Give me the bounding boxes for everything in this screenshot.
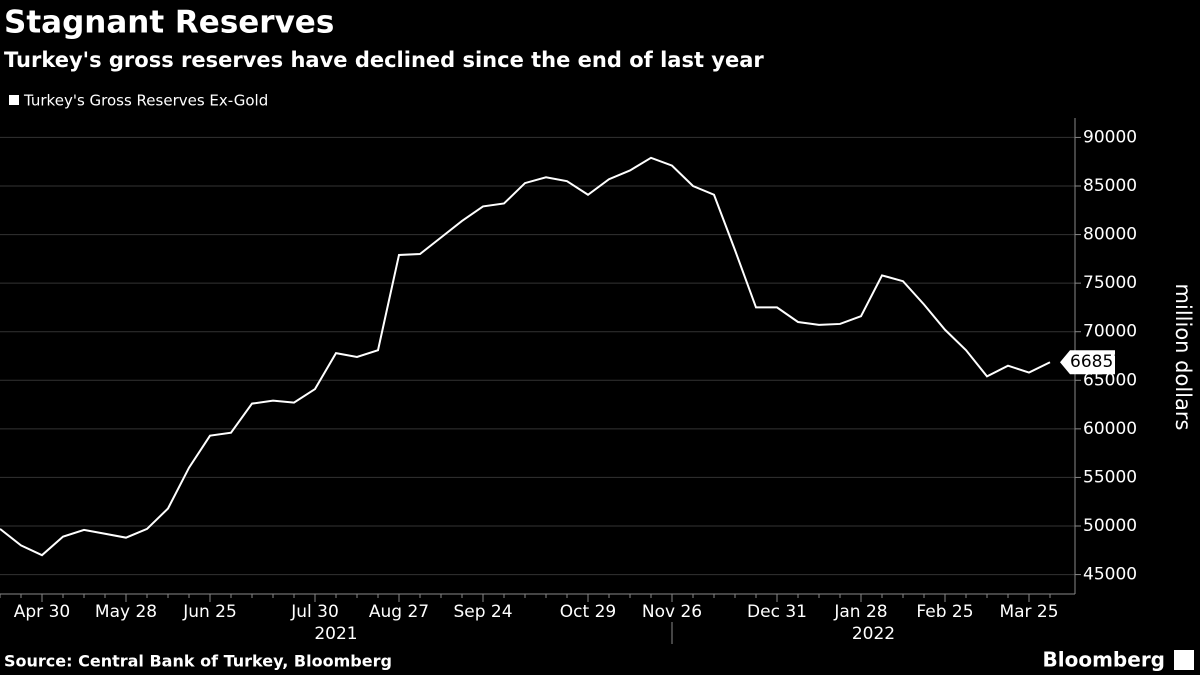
- y-tick-label: 90000: [1083, 127, 1137, 147]
- x-tick-label: Dec 31: [747, 602, 807, 622]
- y-tick-label: 75000: [1083, 273, 1137, 293]
- x-tick-label: Jul 30: [290, 602, 339, 622]
- line: [0, 156, 1051, 557]
- brand-icon: [1174, 650, 1194, 670]
- value-label: 66857.0: [1070, 352, 1140, 372]
- brand: Bloomberg: [1043, 648, 1165, 672]
- x-tick-label: Mar 25: [999, 602, 1058, 622]
- legend-swatch: [9, 95, 19, 105]
- y-tick-label: 55000: [1083, 467, 1137, 487]
- chart-subtitle: Turkey's gross reserves have declined si…: [4, 48, 764, 72]
- x-tick-label: Nov 26: [642, 602, 702, 622]
- y-tick-label: 60000: [1083, 419, 1137, 439]
- x-tick-label: Jan 28: [833, 602, 887, 622]
- year-label: 2022: [852, 624, 895, 644]
- y-axis-label: million dollars: [1171, 284, 1195, 431]
- y-tick-label: 45000: [1083, 565, 1137, 585]
- year-label: 2021: [314, 624, 357, 644]
- y-tick-label: 80000: [1083, 225, 1137, 245]
- x-tick-label: Oct 29: [560, 602, 616, 622]
- x-tick-label: Aug 27: [369, 602, 429, 622]
- x-tick-label: Sep 24: [453, 602, 512, 622]
- x-tick-label: May 28: [95, 602, 157, 622]
- y-tick-label: 70000: [1083, 322, 1137, 342]
- legend-label: Turkey's Gross Reserves Ex-Gold: [23, 92, 268, 110]
- y-tick-label: 50000: [1083, 516, 1137, 536]
- value-label-box: [1060, 350, 1115, 375]
- y-tick-label: 65000: [1083, 370, 1137, 390]
- source: Source: Central Bank of Turkey, Bloomber…: [4, 652, 392, 671]
- x-tick-label: Apr 30: [14, 602, 70, 622]
- chart-title: Stagnant Reserves: [4, 5, 334, 41]
- x-tick-label: Jun 25: [182, 602, 237, 622]
- x-tick-label: Feb 25: [916, 602, 973, 622]
- y-tick-label: 85000: [1083, 176, 1137, 196]
